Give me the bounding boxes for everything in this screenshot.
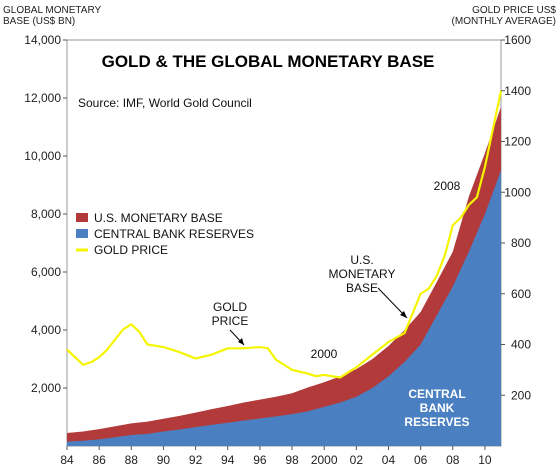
y-right-tick-label: 400 [511,338,531,352]
y-right-tick-label: 1600 [504,33,531,47]
legend-label: GOLD PRICE [94,243,168,257]
x-tick-label: 90 [157,453,171,467]
y-right-tick-label: 1400 [504,84,531,98]
y-right-tick-label: 1000 [504,185,531,199]
central-bank-reserves-annotation: BANK [420,401,455,415]
central-bank-reserves-annotation: CENTRAL [408,387,465,401]
us-base-annotation: BASE [346,281,378,295]
y-right-tick-label: 1200 [504,135,531,149]
year-2000-annotation: 2000 [311,347,338,361]
gold-line [66,90,503,379]
x-tick-label: 02 [350,453,364,467]
year-2008-annotation: 2008 [434,179,461,193]
x-tick-label: 08 [446,453,460,467]
x-tick-label: 92 [189,453,203,467]
y-right-tick-label: 800 [511,236,531,250]
x-tick-label: 98 [285,453,299,467]
y-left-tick-label: 14,000 [24,33,61,47]
x-ticks: 84 86 88 90 92 94 96 98 2000 02 04 06 08 10 [60,446,492,467]
central-bank-reserves-annotation: RESERVES [404,415,469,429]
us-base-arrowhead [400,311,407,318]
y-right-tick-label: 200 [511,388,531,402]
y-right-tick-label: 600 [511,287,531,301]
gold-price-annotation: PRICE [212,314,249,328]
us-monetary-base-area [67,106,501,446]
legend-label: CENTRAL BANK RESERVES [94,227,254,241]
legend: U.S. MONETARY BASE CENTRAL BANK RESERVES G… [76,211,254,257]
x-tick-label: 88 [125,453,139,467]
x-tick-label: 10 [478,453,492,467]
x-tick-label: 84 [60,453,74,467]
x-tick-label: 86 [92,453,106,467]
left-axis-heading-line-2: BASE (US$ BN) [3,16,76,27]
us-base-annotation: U.S. [350,253,373,267]
gold-price-arrowhead [238,338,244,345]
x-tick-label: 06 [414,453,428,467]
y-left-tick-label: 4,000 [31,323,61,337]
right-axis-heading-line-2: (MONTHLY AVERAGE) [451,16,556,27]
right-axis-heading: GOLD PRICE US$ (MONTHLY AVERAGE) [452,5,556,27]
y-left-tick-label: 8,000 [31,207,61,221]
left-axis-heading: GLOBAL MONETARY BASE (US$ BN) [3,5,101,27]
x-tick-label: 04 [382,453,396,467]
central-bank-reserves-area [67,170,501,446]
legend-swatch [76,229,88,238]
us-base-annotation: MONETARY [329,267,396,281]
y-ticks-right: 200 400 600 800 1000 1200 1400 1600 [501,33,531,402]
right-axis-heading-line-1: GOLD PRICE US$ [472,5,556,16]
gold-price-annotation: GOLD [213,300,247,314]
y-left-tick-label: 12,000 [24,91,61,105]
y-left-tick-label: 10,000 [24,149,61,163]
y-left-tick-label: 2,000 [31,381,61,395]
chart-title: GOLD & THE GLOBAL MONETARY BASE [101,52,435,71]
x-tick-label: 96 [253,453,267,467]
area-series [67,106,501,446]
legend-label: U.S. MONETARY BASE [94,211,223,225]
left-axis-heading-line-1: GLOBAL MONETARY [3,5,102,16]
legend-swatch [76,213,88,222]
y-ticks-left: 2,000 4,000 6,000 8,000 10,000 12,000 14,000 [24,33,67,395]
x-tick-label: 94 [221,453,235,467]
y-left-tick-label: 6,000 [31,265,61,279]
x-tick-label: 2000 [311,453,338,467]
gold-price-line [66,90,503,379]
chart-source: Source: IMF, World Gold Council [78,96,252,110]
